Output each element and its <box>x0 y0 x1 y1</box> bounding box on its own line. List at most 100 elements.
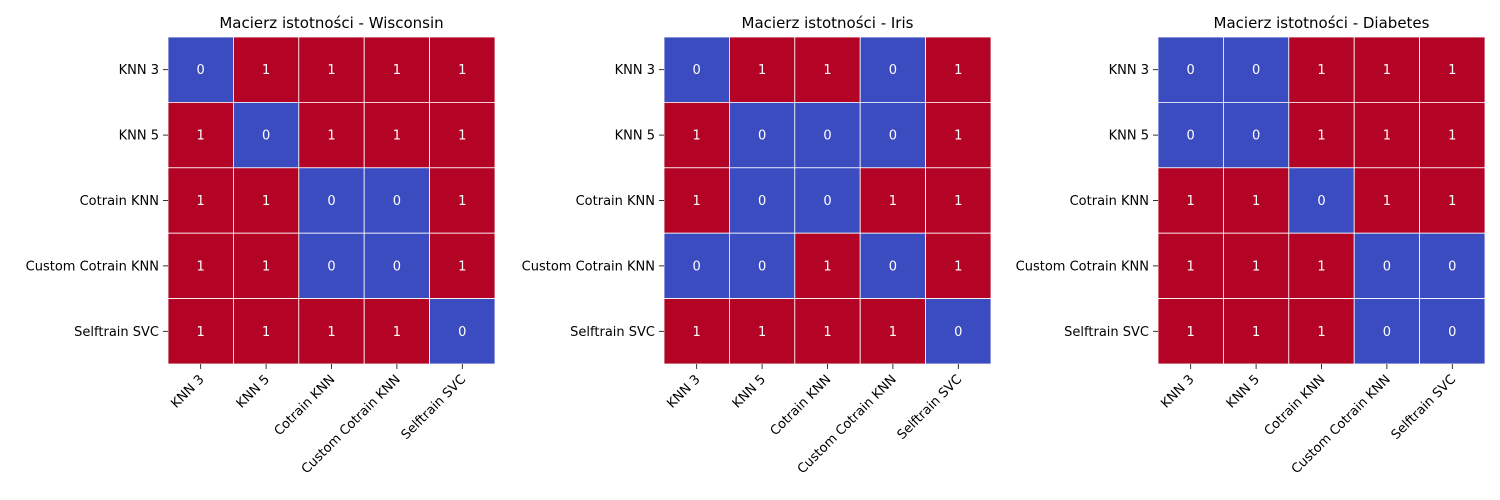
y-tick-label: Cotrain KNN <box>576 194 655 209</box>
cell-value-label: 1 <box>1383 194 1391 209</box>
heatmap-cell <box>1288 298 1355 365</box>
heatmap-cell <box>729 232 796 299</box>
cell-value-label: 1 <box>327 325 335 340</box>
cell-value-label: 0 <box>393 259 401 274</box>
heatmap-panel-2: Macierz istotności - Iris 0 1 1 0 1 1 0 0 0 1 1 0 0 1 1… <box>522 14 992 477</box>
cell-value-label: 1 <box>393 129 401 144</box>
cell-value-label: 1 <box>1252 194 1260 209</box>
cell-value-label: 0 <box>1317 194 1325 209</box>
cell-value-label: 1 <box>1187 194 1195 209</box>
x-tick-label: KNN 5 <box>730 372 769 411</box>
cell-value-label: 1 <box>1448 194 1456 209</box>
heatmap-cell <box>663 298 730 365</box>
y-tick-label: KNN 3 <box>119 63 159 78</box>
heatmap-panel-1: Macierz istotności - Wisconsin 0 1 1 1 1 1 0 1 1 1… <box>26 14 496 477</box>
x-tick-label: KNN 3 <box>664 372 703 411</box>
heatmap-cell <box>298 36 365 103</box>
cell-value-label: 1 <box>823 259 831 274</box>
x-tick-label: Cotrain KNN <box>1262 372 1329 439</box>
heatmap-cell <box>363 232 431 299</box>
cell-value-label: 0 <box>693 63 701 78</box>
y-tick-label: KNN 3 <box>615 63 655 78</box>
cell-value-label: 0 <box>1252 63 1260 78</box>
cell-value-label: 1 <box>327 63 335 78</box>
cell-value-label: 0 <box>262 129 270 144</box>
x-tick-label: Selftrain SVC <box>895 372 966 443</box>
heatmap-cell <box>729 167 796 234</box>
heatmap-cell <box>1353 232 1420 299</box>
cell-value-label: 1 <box>1383 129 1391 144</box>
heatmap-cell <box>232 36 300 103</box>
heatmap-cell <box>1288 167 1355 234</box>
x-tick-label: Selftrain SVC <box>399 372 470 443</box>
cell-value-label: 1 <box>458 129 466 144</box>
cell-value-label: 1 <box>1317 325 1325 340</box>
cell-value-label: 1 <box>758 63 766 78</box>
heatmap-cell <box>663 36 730 103</box>
cell-value-label: 1 <box>954 259 962 274</box>
cell-value-label: 1 <box>1317 129 1325 144</box>
chart-title: Macierz istotności - Diabetes <box>1214 14 1430 32</box>
heatmap-cell <box>298 102 365 169</box>
heatmap-cell <box>925 167 992 234</box>
cell-value-label: 1 <box>1252 325 1260 340</box>
x-tick-label: KNN 5 <box>234 372 273 411</box>
heatmap-cell <box>925 232 992 299</box>
cell-value-label: 1 <box>954 63 962 78</box>
cell-value-label: 0 <box>758 259 766 274</box>
cell-value-label: 1 <box>1448 63 1456 78</box>
heatmap-cell <box>1419 232 1486 299</box>
cell-value-label: 1 <box>393 325 401 340</box>
x-tick-label: Cotrain KNN <box>272 372 339 439</box>
heatmap-cell <box>1419 298 1486 365</box>
heatmap-cell <box>1157 298 1224 365</box>
heatmap-cell <box>1223 298 1290 365</box>
heatmap-cell <box>794 36 861 103</box>
heatmap-cell <box>1419 36 1486 103</box>
x-tick-label: Selftrain SVC <box>1389 372 1460 443</box>
cell-value-label: 1 <box>1252 259 1260 274</box>
cell-value-label: 0 <box>1187 63 1195 78</box>
heatmap-cell <box>794 102 861 169</box>
cell-value-label: 1 <box>197 259 205 274</box>
cell-value-label: 0 <box>823 194 831 209</box>
chart-title: Macierz istotności - Iris <box>742 14 914 32</box>
chart-title: Macierz istotności - Wisconsin <box>219 14 443 32</box>
cell-value-label: 1 <box>758 325 766 340</box>
heatmap-cell <box>298 298 365 365</box>
cell-value-label: 1 <box>889 325 897 340</box>
cell-value-label: 0 <box>1383 259 1391 274</box>
heatmap-cell <box>794 232 861 299</box>
cell-value-label: 1 <box>458 63 466 78</box>
cell-value-label: 1 <box>1448 129 1456 144</box>
heatmap-cell <box>429 102 496 169</box>
cell-value-label: 1 <box>1383 63 1391 78</box>
y-tick-label: KNN 3 <box>1109 63 1149 78</box>
y-tick-label: Custom Cotrain KNN <box>522 259 655 274</box>
cell-value-label: 1 <box>1187 259 1195 274</box>
cell-value-label: 0 <box>327 194 335 209</box>
cell-value-label: 1 <box>327 129 335 144</box>
cell-value-label: 1 <box>954 129 962 144</box>
heatmap-cell <box>298 167 365 234</box>
x-tick-label: KNN 5 <box>1224 372 1263 411</box>
cell-value-label: 1 <box>458 194 466 209</box>
heatmap-cell <box>925 102 992 169</box>
cell-value-label: 1 <box>393 63 401 78</box>
cell-value-label: 1 <box>262 259 270 274</box>
cell-value-label: 1 <box>262 325 270 340</box>
x-tick-label: KNN 3 <box>168 372 207 411</box>
heatmap-cell <box>729 102 796 169</box>
heatmap-cell <box>167 36 234 103</box>
heatmap-cell <box>1288 36 1355 103</box>
y-tick-label: Custom Cotrain KNN <box>1016 259 1149 274</box>
cell-value-label: 0 <box>458 325 466 340</box>
heatmap-cell <box>363 167 431 234</box>
cell-value-label: 1 <box>954 194 962 209</box>
heatmap-cell <box>1157 232 1224 299</box>
cell-value-label: 1 <box>1317 63 1325 78</box>
cell-value-label: 0 <box>393 194 401 209</box>
cell-value-label: 0 <box>823 129 831 144</box>
cell-value-label: 1 <box>262 194 270 209</box>
